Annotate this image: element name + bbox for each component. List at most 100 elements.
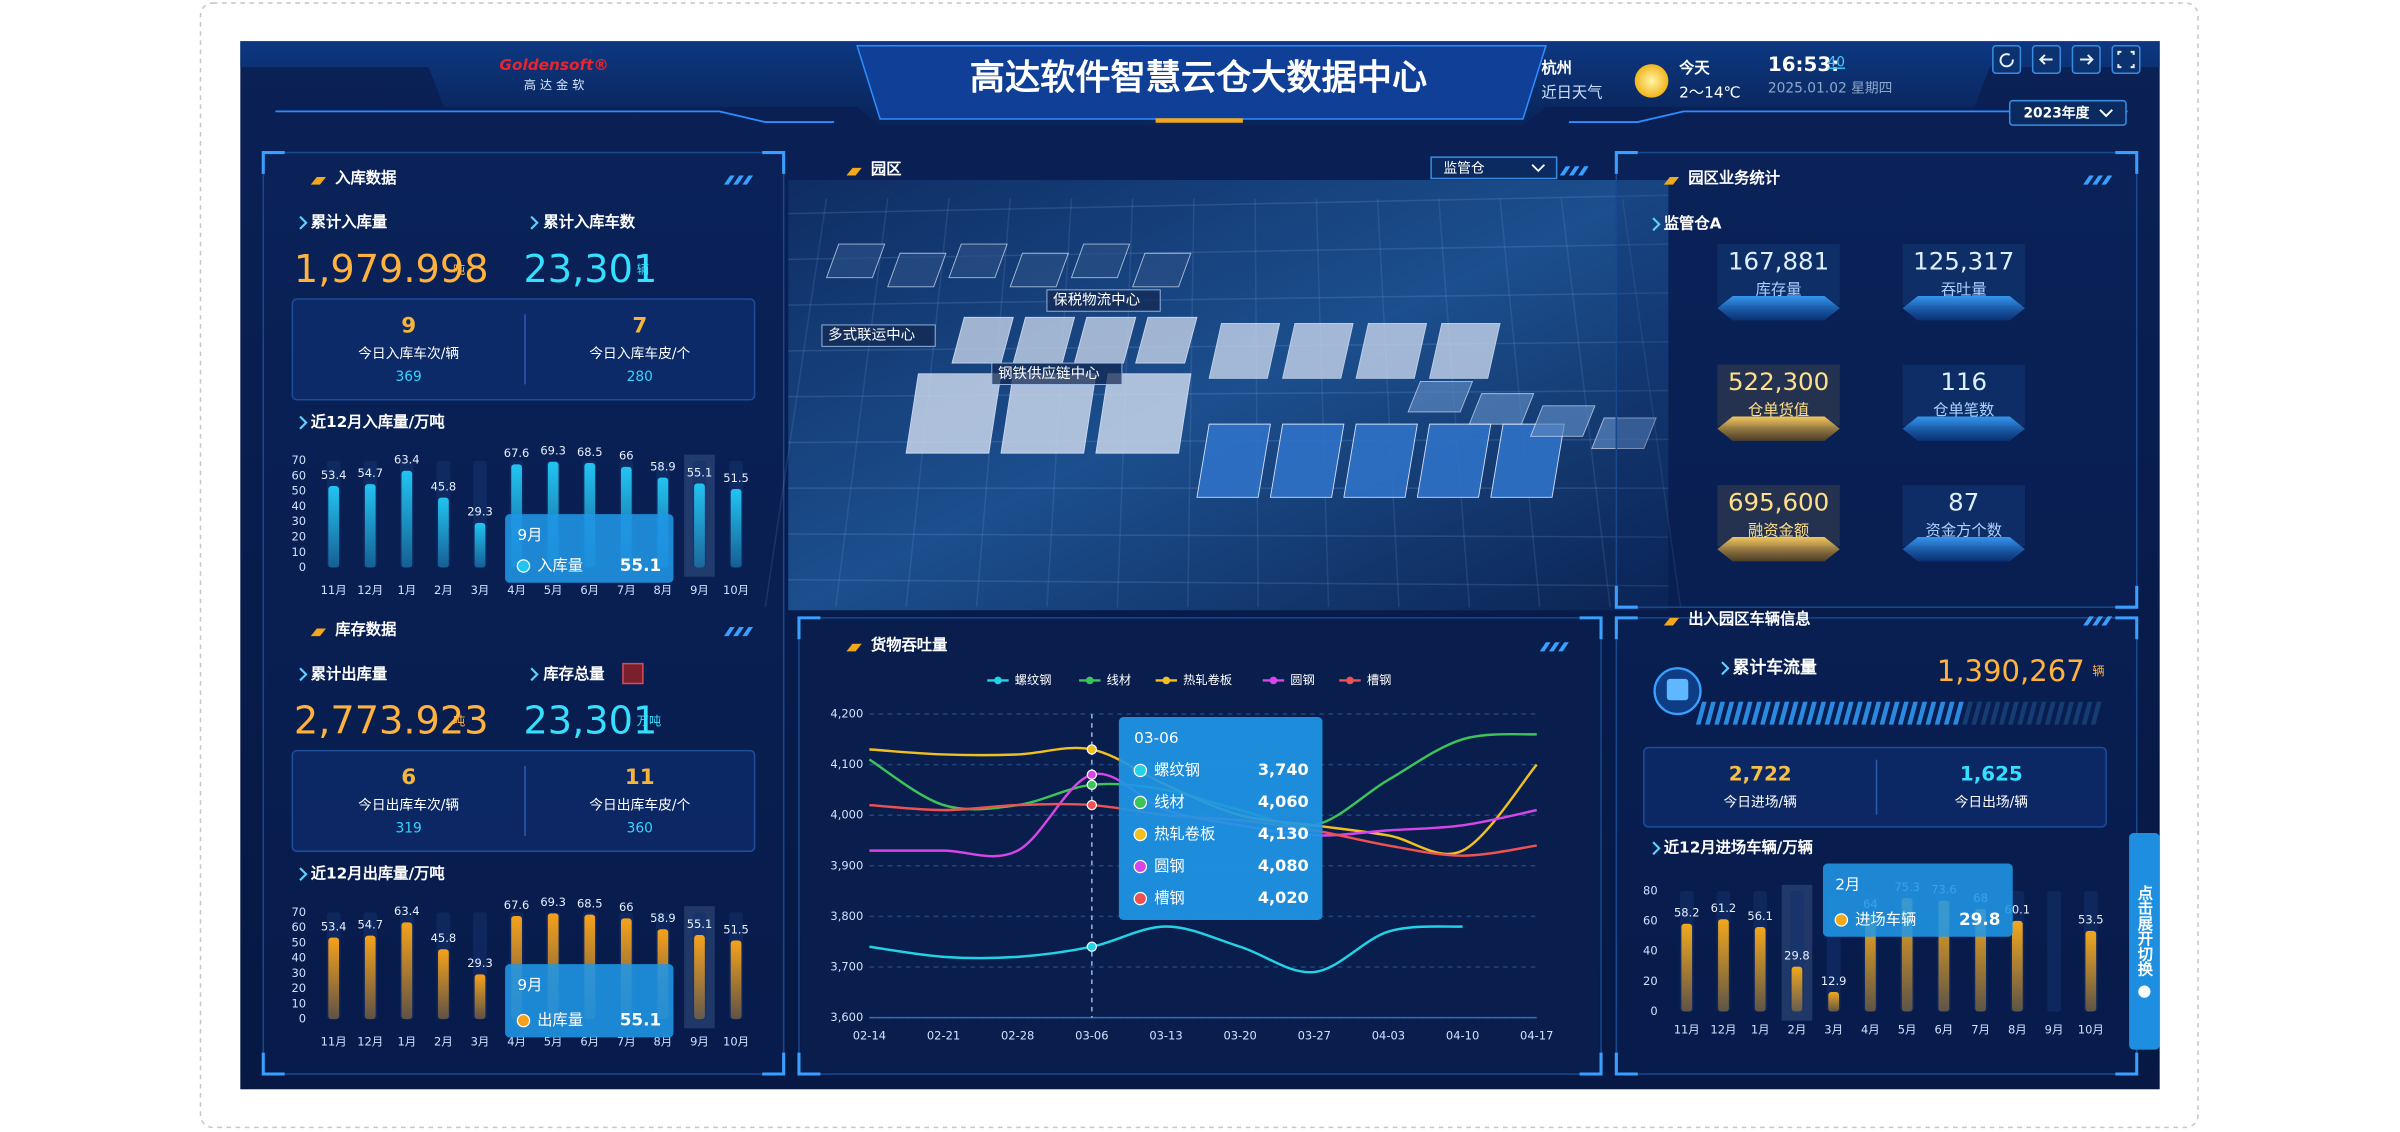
x-tick-label: 5月: [1898, 1022, 1917, 1036]
progress-stripe: [1998, 701, 2010, 725]
x-tick-label: 6月: [1934, 1022, 1953, 1036]
section-title: 园区业务统计: [1688, 169, 1780, 187]
stat-value: 522,300: [1728, 367, 1829, 396]
tooltip-dot: [1133, 827, 1148, 842]
y-tick-label: 4,000: [830, 808, 863, 822]
map-building: [1343, 423, 1418, 498]
section-icon: [310, 176, 327, 185]
map-label-box: [991, 362, 1123, 385]
tooltip-series: 出库量: [537, 1011, 583, 1029]
section-stripe: [1578, 166, 1589, 176]
x-tick-label: 04-10: [1446, 1028, 1479, 1042]
section-stripe: [1558, 642, 1569, 652]
tooltip-series: 进场车辆: [1855, 910, 1916, 928]
bar: [364, 484, 376, 568]
x-tick-label: 11月: [321, 583, 347, 597]
data-label: 61.2: [1711, 901, 1737, 915]
x-tick-label: 12月: [357, 583, 383, 597]
toolbar-icon: [2080, 54, 2094, 65]
map-building: [1282, 322, 1354, 379]
progress-stripe: [1989, 701, 2001, 725]
map-building: [1009, 252, 1070, 288]
map-building: [1208, 322, 1281, 379]
x-tick-label: 1月: [397, 1035, 416, 1049]
x-tick-label: 2月: [1788, 1022, 1807, 1036]
y-tick-label: 80: [1643, 883, 1658, 897]
chevron-icon: [1652, 841, 1661, 856]
tooltip: [505, 514, 674, 583]
progress-stripe: [2017, 701, 2029, 725]
kpi-label: 今日出库车皮/个: [589, 797, 690, 814]
year-select[interactable]: [2008, 99, 2127, 126]
y-tick-label: 60: [292, 920, 307, 934]
x-tick-label: 03-27: [1298, 1028, 1331, 1042]
section-stripe: [2101, 616, 2113, 626]
legend-label: 槽钢: [1367, 673, 1391, 687]
kpi-value: 11: [625, 765, 655, 790]
kpi-value: 2,722: [1729, 763, 1792, 786]
page-title: 高达软件智慧云仓大数据中心: [970, 57, 1427, 98]
bar: [1718, 919, 1729, 1012]
stat-label: 融资金额: [1748, 521, 1809, 539]
side-tab[interactable]: [2129, 832, 2160, 1050]
map-building: [905, 373, 1002, 454]
x-tick-label: 02-14: [853, 1028, 886, 1042]
dropdown-arrow: [2099, 109, 2113, 118]
hover-point: [1086, 779, 1098, 791]
y-tick-label: 4,200: [830, 706, 863, 720]
section-icon: [310, 628, 327, 637]
data-label: 67.6: [504, 898, 530, 912]
bar: [730, 488, 742, 568]
stat-pedestal: [1717, 537, 1840, 562]
bar: [474, 974, 486, 1020]
x-tick-label: 02-28: [1001, 1028, 1034, 1042]
map-building: [1529, 405, 1596, 437]
progress-stripe: [1916, 701, 1928, 725]
tooltip-value: 4,060: [1258, 792, 1309, 811]
progress-stripe: [1842, 701, 1854, 725]
tooltip-series: 圆钢: [1154, 857, 1185, 875]
toolbar-button[interactable]: [1992, 45, 2022, 74]
data-label: 63.4: [394, 904, 420, 918]
hover-point: [1086, 941, 1098, 952]
metric-unit: 辆: [637, 263, 649, 277]
y-tick-label: 40: [1643, 944, 1658, 958]
bar: [730, 940, 742, 1020]
bar: [1865, 915, 1876, 1012]
bar: [1791, 966, 1803, 1012]
progress-stripe: [1907, 701, 1918, 725]
section-stripe: [2092, 175, 2104, 185]
kpi-value: 6: [401, 765, 416, 790]
header-center: [856, 45, 1547, 120]
stat-glow: [1902, 485, 2025, 547]
stat-glow: [1717, 244, 1840, 306]
data-label: 12.9: [1821, 974, 1847, 988]
stat-pedestal: [1902, 416, 2025, 441]
progress-stripe: [2063, 701, 2074, 725]
section-title: 园区: [871, 160, 902, 178]
data-label: 29.8: [1784, 948, 1810, 962]
y-tick-label: 3,600: [830, 1010, 863, 1024]
park-select[interactable]: [1430, 156, 1558, 180]
stat-value: 167,881: [1728, 246, 1829, 275]
kpi-box: [291, 749, 756, 853]
bar: [438, 949, 449, 1020]
chevron-icon: [299, 667, 308, 682]
x-tick-label: 10月: [2078, 1022, 2104, 1036]
map-building: [1269, 423, 1345, 498]
toolbar-button[interactable]: [2111, 45, 2141, 74]
map-building: [1591, 417, 1657, 449]
tooltip-title: 9月: [517, 526, 542, 544]
legend-dot: [1085, 676, 1094, 685]
map-road: [1621, 198, 1682, 608]
data-label: 53.4: [321, 919, 347, 933]
bar: [401, 922, 413, 1020]
metric-unit: 吨: [453, 714, 465, 728]
park-select-text: 监管仓: [1443, 161, 1485, 177]
map-road: [1254, 198, 1259, 608]
legend-label: 圆钢: [1290, 673, 1314, 687]
kpi-label: 今日出场/辆: [1955, 794, 2029, 810]
truck-icon: [1666, 678, 1689, 701]
progress-stripe: [1815, 701, 1827, 725]
